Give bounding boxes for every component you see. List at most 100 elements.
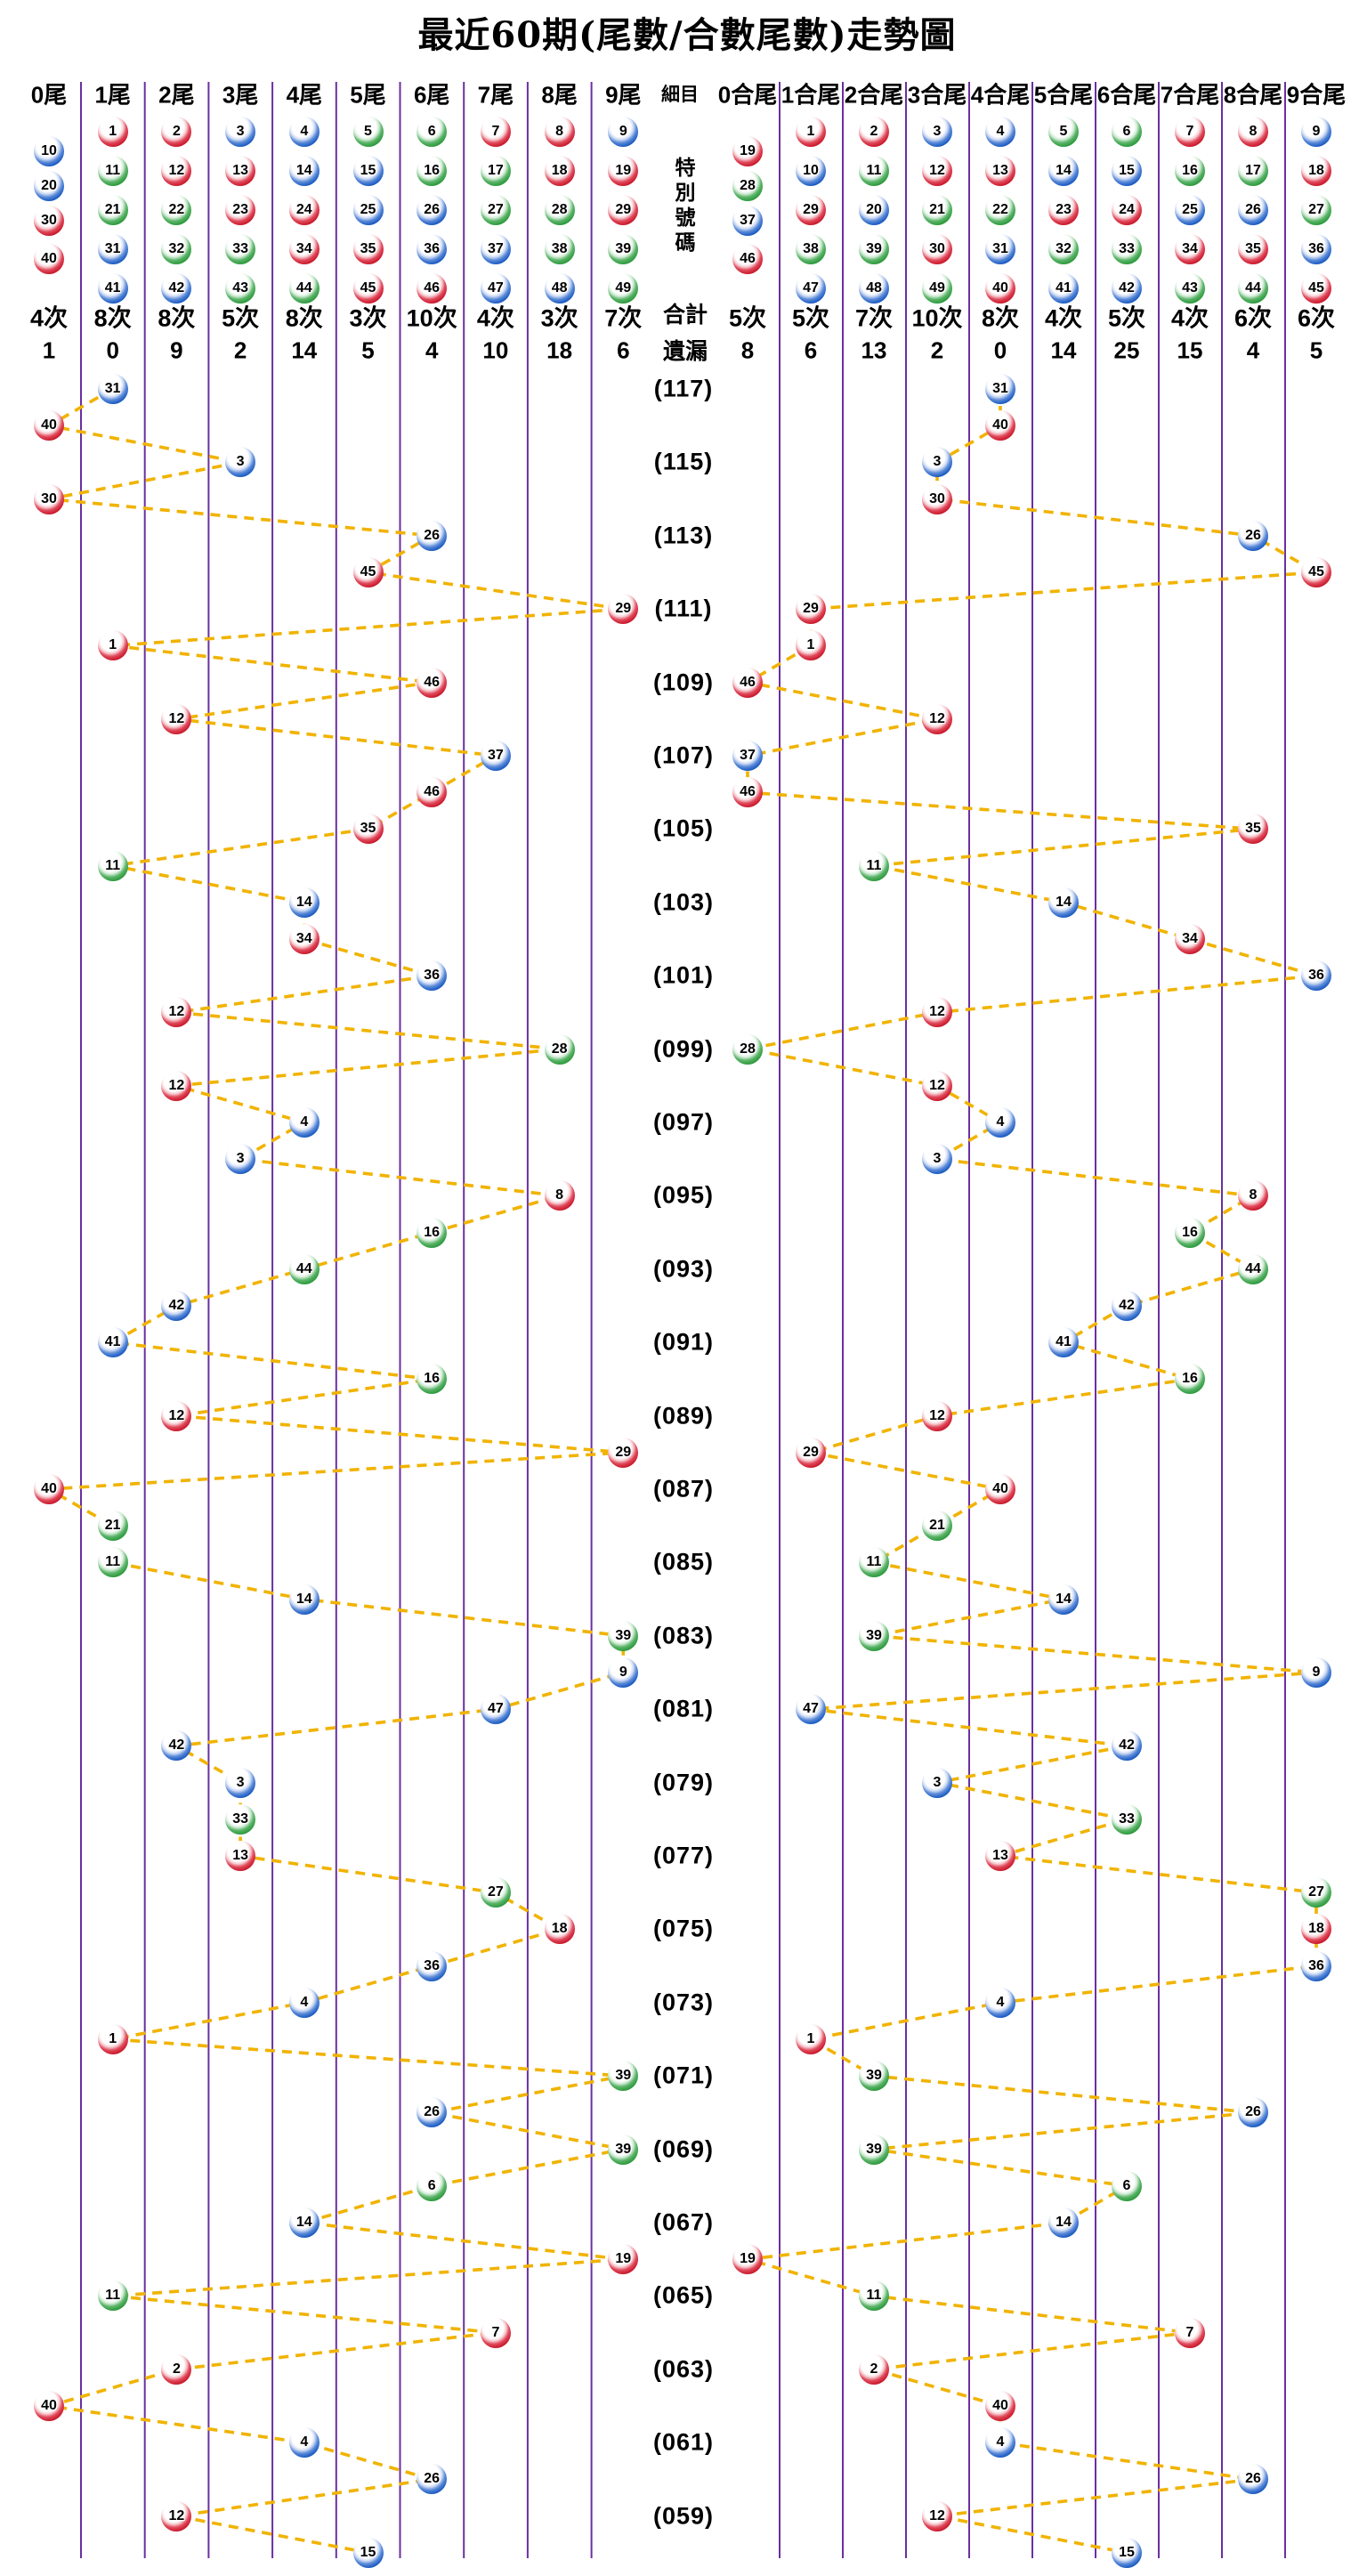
page-title: 最近60期(尾數/合數尾數)走勢圖: [417, 14, 957, 56]
header-ball: 49: [922, 273, 952, 304]
chart-ball-right: 28: [732, 1033, 763, 1065]
chart-ball-left: 30: [34, 483, 64, 514]
chart-ball-right: 27: [1301, 1877, 1331, 1908]
chart-ball-right: 40: [985, 410, 1015, 441]
special-number-vertical-label: 碼: [675, 231, 696, 254]
chart-ball-left: 9: [608, 1657, 639, 1688]
column-label-right: 6合尾: [1096, 81, 1157, 109]
chart-ball-right: 46: [732, 667, 763, 698]
header-ball: 20: [34, 171, 64, 201]
chart-ball-left: 41: [97, 1327, 128, 1358]
period-label: (069): [652, 2135, 715, 2163]
header-ball: 44: [288, 273, 320, 304]
header-ball: 15: [352, 156, 384, 186]
chart-ball-right: 39: [859, 1620, 889, 1651]
count-label: 8次: [93, 304, 132, 332]
header-ball: 8: [544, 117, 575, 147]
header-ball: 37: [480, 234, 511, 264]
chart-ball-left: 2: [161, 2353, 192, 2385]
chart-ball-left: 14: [288, 887, 320, 918]
header-ball: 7: [1175, 117, 1205, 147]
header-ball: 9: [1301, 117, 1331, 147]
header-ball: 10: [796, 156, 826, 186]
miss-value: 6: [617, 336, 630, 364]
miss-value: 25: [1113, 336, 1140, 364]
trend-line-left: [47, 387, 626, 2555]
miss-value: 9: [170, 336, 183, 364]
header-ball: 40: [985, 273, 1015, 304]
header-ball: 15: [1112, 156, 1142, 186]
column-label-left: 1尾: [94, 81, 131, 109]
header-ball: 26: [417, 195, 448, 225]
column-label-right: 9合尾: [1286, 81, 1347, 109]
header-ball: 6: [1112, 117, 1142, 147]
chart-ball-left: 18: [544, 1914, 575, 1945]
header-ball: 27: [480, 195, 511, 225]
header-ball: 40: [34, 244, 64, 274]
header-ball: 25: [1175, 195, 1205, 225]
chart-ball-left: 3: [225, 447, 256, 478]
chart-ball-right: 39: [859, 2061, 889, 2092]
chart-ball-left: 19: [608, 2244, 639, 2275]
chart-ball-right: 42: [1112, 1291, 1142, 1321]
header-ball: 28: [732, 171, 763, 201]
chart-ball-left: 40: [34, 410, 64, 441]
chart-ball-right: 19: [732, 2244, 763, 2275]
chart-ball-right: 35: [1238, 814, 1268, 845]
header-ball: 13: [985, 156, 1015, 186]
header-ball: 37: [732, 206, 763, 236]
chart-ball-right: 41: [1048, 1327, 1079, 1358]
header-ball: 20: [859, 195, 889, 225]
header-ball: 39: [859, 234, 889, 264]
chart-ball-left: 34: [288, 924, 320, 954]
header-ball: 29: [608, 195, 639, 225]
chart-ball-right: 16: [1175, 1364, 1205, 1395]
count-label: 4次: [1170, 304, 1209, 332]
period-label: (075): [652, 1915, 715, 1942]
period-label: (077): [652, 1842, 715, 1869]
chart-ball-left: 4: [288, 1987, 320, 2018]
header-ball: 23: [1048, 195, 1079, 225]
miss-value: 5: [361, 336, 375, 364]
chart-ball-left: 14: [288, 1584, 320, 1615]
header-ball: 9: [608, 117, 639, 147]
chart-ball-right: 40: [985, 1474, 1015, 1504]
chart-ball-right: 3: [922, 1767, 952, 1798]
period-label: (081): [652, 1695, 715, 1722]
chart-ball-left: 13: [225, 1841, 256, 1871]
count-label: 6次: [1234, 304, 1273, 332]
header-ball: 27: [1301, 195, 1331, 225]
header-ball: 34: [1175, 234, 1205, 264]
count-label: 5次: [728, 304, 767, 332]
header-ball: 2: [859, 117, 889, 147]
chart-ball-left: 11: [97, 1547, 128, 1578]
header-ball: 31: [97, 234, 128, 264]
header-ball: 14: [288, 156, 320, 186]
header-ball: 45: [352, 273, 384, 304]
header-ball: 31: [985, 234, 1015, 264]
miss-value: 14: [1050, 336, 1077, 364]
header-ball: 4: [985, 117, 1015, 147]
chart-ball-left: 39: [608, 2061, 639, 2092]
chart-ball-left: 36: [417, 1950, 448, 1981]
miss-value: 1: [42, 336, 56, 364]
header-ball: 16: [1175, 156, 1205, 186]
header-ball: 1: [97, 117, 128, 147]
chart-ball-right: 36: [1301, 1950, 1331, 1981]
chart-ball-left: 6: [417, 2170, 448, 2201]
period-label: (093): [652, 1255, 715, 1283]
chart-ball-right: 9: [1301, 1657, 1331, 1688]
miss-value: 4: [1246, 336, 1260, 364]
count-label: 4次: [476, 304, 514, 332]
column-label-left: 8尾: [541, 81, 578, 109]
miss-value: 14: [291, 336, 318, 364]
header-ball: 12: [161, 156, 192, 186]
header-ball: 7: [480, 117, 511, 147]
header-ball: 19: [608, 156, 639, 186]
total-row-label: 合計: [662, 303, 708, 328]
period-label: (065): [652, 2281, 715, 2309]
count-label: 3次: [349, 304, 387, 332]
count-label: 4次: [1044, 304, 1083, 332]
chart-ball-right: 1: [796, 2024, 826, 2054]
chart-ball-left: 16: [417, 1217, 448, 1248]
